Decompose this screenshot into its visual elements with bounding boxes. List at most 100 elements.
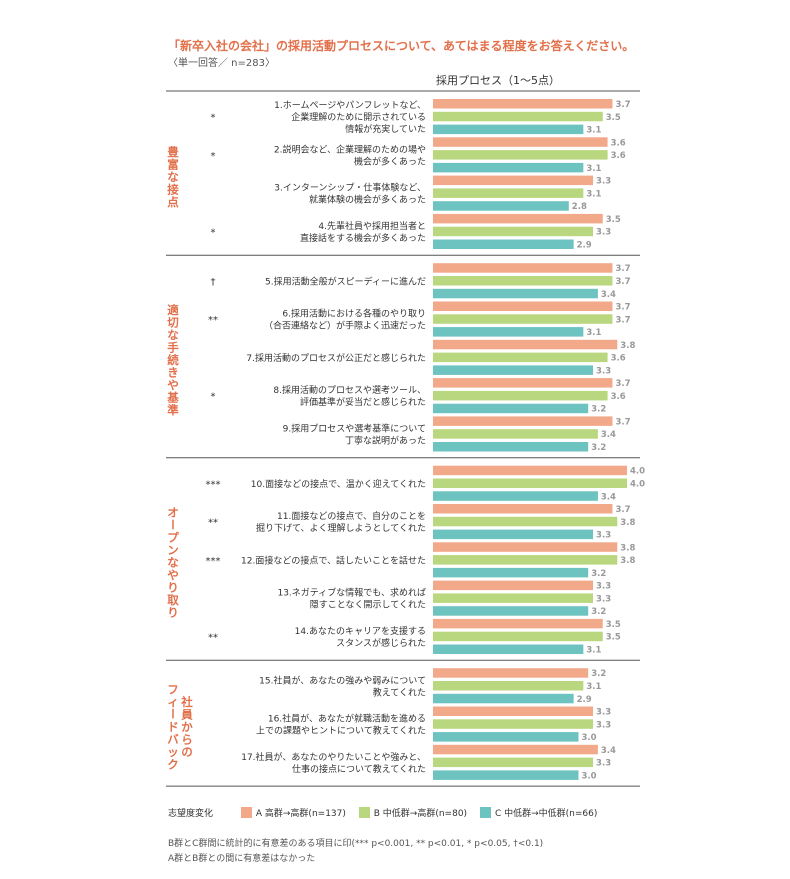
legend-title: 志望度変化 <box>168 809 214 819</box>
data-label: 3.8 <box>620 556 635 566</box>
bar-a-item-9 <box>433 416 613 426</box>
data-label: 3.2 <box>591 443 606 453</box>
bar-c-item-4 <box>433 239 574 249</box>
item-label: 8.採用活動のプロセスや選考ツール、 <box>273 384 426 396</box>
legend-item-b: B 中低群→高群(n=80) <box>358 806 468 819</box>
group-title-char: ら <box>181 732 193 746</box>
data-label: 2.9 <box>577 695 592 705</box>
axis-title: 採用プロセス（1〜5点） <box>436 74 560 87</box>
item-label: 就業体験の機会が多くあった <box>309 194 426 206</box>
data-label: 2.8 <box>572 202 587 212</box>
bar-a-item-13 <box>433 580 594 591</box>
data-label: 3.6 <box>611 138 626 148</box>
significance-mark: *** <box>206 556 221 567</box>
data-label: 3.4 <box>601 746 616 756</box>
group-title-char: 取 <box>167 593 179 607</box>
bar-c-item-15 <box>433 693 574 704</box>
significance-mark: ** <box>208 518 218 529</box>
legend-swatch-b <box>358 807 370 818</box>
data-label: 3.3 <box>596 228 611 238</box>
bar-c-item-13 <box>433 606 589 616</box>
data-label: 3.3 <box>596 594 611 604</box>
chart-subtitle: 〈単一回答／ n=283〉 <box>168 58 275 69</box>
bar-a-item-15 <box>433 668 589 678</box>
data-label: 3.8 <box>620 341 635 351</box>
significance-mark: ** <box>208 632 218 643</box>
group-title-char: 豊 <box>167 145 179 159</box>
bar-b-item-2 <box>433 150 608 160</box>
group-title-char: ッ <box>167 745 179 759</box>
legend-text-a: A 高群→高群(n=137) <box>255 809 346 819</box>
bar-c-item-7 <box>433 365 594 375</box>
data-label: 3.1 <box>586 126 601 136</box>
item-label: 企業理解のために開示されている <box>291 111 426 123</box>
bar-a-item-6 <box>433 301 613 311</box>
data-label: 3.0 <box>582 733 597 743</box>
group-title-char: り <box>167 606 179 620</box>
item-label: 直接話をする機会が多くあった <box>300 232 426 244</box>
group-title-char: ィ <box>167 695 179 709</box>
bar-a-item-4 <box>433 213 603 224</box>
data-label: 3.3 <box>596 582 611 592</box>
group-title-char: の <box>181 745 193 759</box>
data-label: 3.0 <box>582 771 597 781</box>
bar-c-item-9 <box>433 442 589 452</box>
bar-c-item-10 <box>433 491 598 501</box>
bar-c-item-11 <box>433 529 594 540</box>
bar-a-item-2 <box>433 137 608 147</box>
item-label: 10.面接などの接点で、温かく迎えてくれた <box>251 478 426 490</box>
bar-c-item-16 <box>433 732 579 742</box>
note-ab: A群とB群との間に有意差はなかった <box>168 854 316 864</box>
bar-b-item-12 <box>433 555 618 565</box>
group-title-char: 続 <box>167 353 179 367</box>
data-label: 3.5 <box>606 215 621 225</box>
data-label: 3.7 <box>615 264 630 274</box>
significance-mark: * <box>211 113 216 124</box>
significance-mark: * <box>211 392 216 403</box>
data-label: 4.0 <box>630 467 645 477</box>
bar-c-item-1 <box>433 124 584 135</box>
bar-c-item-5 <box>433 288 598 299</box>
bar-b-item-10 <box>433 478 627 488</box>
item-label: 15.社員が、あなたの強みや弱みについて <box>259 674 426 686</box>
group-title-char: 切 <box>167 316 179 330</box>
group-title-char: 適 <box>167 303 179 317</box>
bar-b-item-4 <box>433 226 594 237</box>
bar-a-item-10 <box>433 465 627 476</box>
data-label: 3.1 <box>586 646 601 656</box>
group-title-char: 富 <box>167 157 179 171</box>
data-label: 3.7 <box>615 379 630 389</box>
data-label: 3.1 <box>586 328 601 338</box>
item-label: 11.面接などの接点で、自分のことを <box>277 510 426 522</box>
bar-c-item-2 <box>433 162 584 173</box>
legend-text-b: B 中低群→高群(n=80) <box>373 809 468 819</box>
data-label: 2.9 <box>577 241 592 251</box>
bar-c-item-3 <box>433 201 569 211</box>
data-label: 3.5 <box>606 620 621 630</box>
bar-a-item-16 <box>433 706 594 716</box>
group-title-char: ン <box>167 543 179 557</box>
data-label: 3.7 <box>615 303 630 313</box>
legend-swatch-a <box>240 807 252 818</box>
item-label: 掘り下げて、よく理解しようとしてくれた <box>256 522 426 534</box>
item-label: 4.先輩社員や採用担当者と <box>318 220 426 232</box>
group-title-char: バ <box>167 732 179 746</box>
bar-a-item-14 <box>433 618 603 629</box>
bar-b-item-13 <box>433 593 594 603</box>
group-title-char: な <box>167 556 179 570</box>
group-title-char: 準 <box>167 403 179 417</box>
group-title-char: か <box>181 720 193 734</box>
group-title-char: 手 <box>167 341 179 355</box>
item-label: 12.面接などの接点で、話したいことを話せた <box>241 554 426 566</box>
group-title-char: ド <box>167 720 179 734</box>
item-label: スタンスが感じられた <box>336 637 426 649</box>
data-label: 3.4 <box>601 492 616 502</box>
bar-b-item-9 <box>433 429 598 439</box>
data-label: 3.4 <box>601 290 616 300</box>
data-label: 3.8 <box>620 518 635 528</box>
item-label: 5.採用活動全般がスピーディーに進んだ <box>265 275 426 287</box>
legend-item-a: A 高群→高群(n=137) <box>240 806 346 819</box>
significance-mark: *** <box>206 479 221 490</box>
item-label: 丁寧な説明があった <box>345 434 426 446</box>
bar-a-item-7 <box>433 339 618 350</box>
